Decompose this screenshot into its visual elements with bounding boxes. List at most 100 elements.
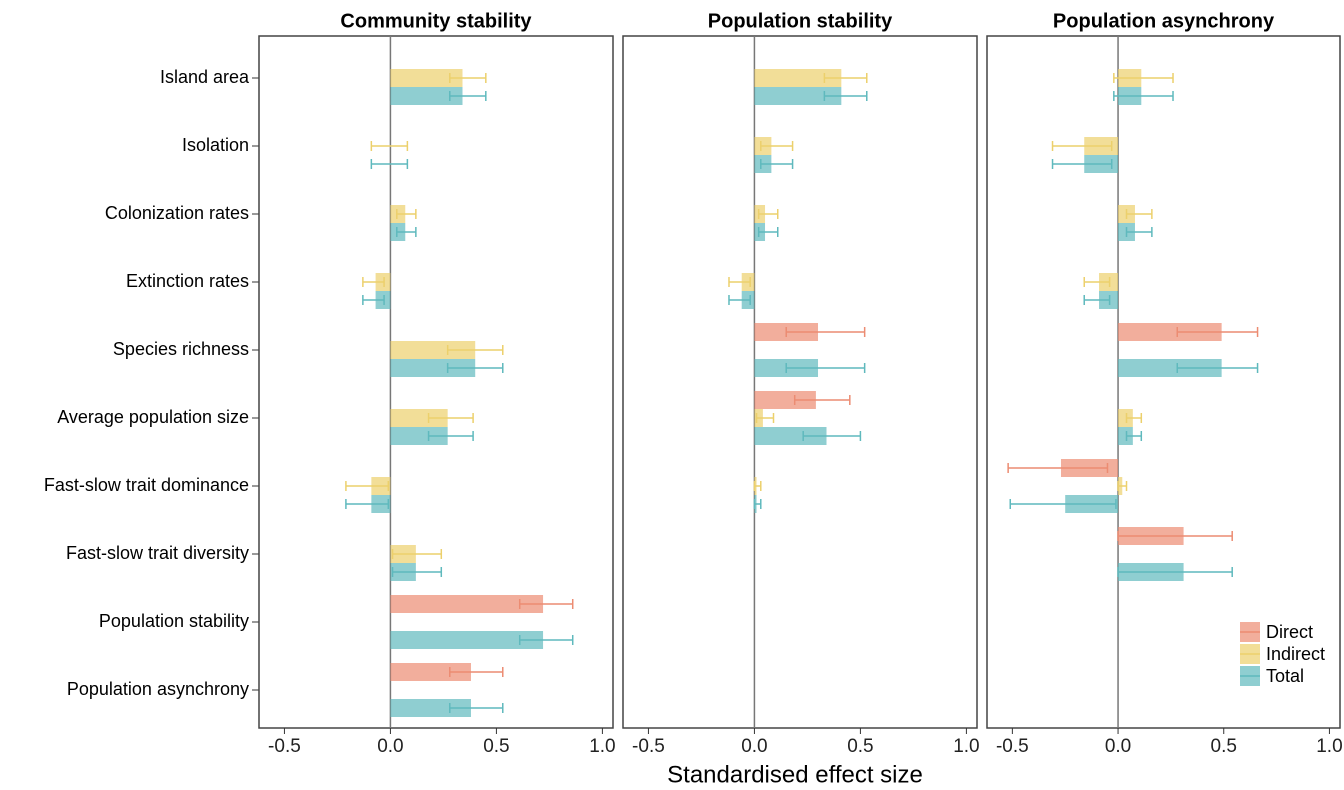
bar [390, 631, 544, 649]
error-bar [753, 481, 762, 491]
error-bar [753, 499, 762, 509]
bar [754, 427, 827, 445]
error-bar [1009, 499, 1117, 509]
category-label: Average population size [57, 407, 249, 427]
error-bar [427, 413, 474, 423]
category-label: Population stability [99, 611, 249, 631]
error-bar [446, 363, 504, 373]
panel-title: Population stability [708, 10, 893, 32]
error-bar [449, 667, 504, 677]
bar [1118, 359, 1222, 377]
bar [390, 663, 471, 681]
bar [1118, 409, 1133, 427]
bar [390, 341, 476, 359]
bar [390, 87, 463, 105]
x-tick-label: 0.5 [847, 736, 873, 757]
panel-title: Population asynchrony [1053, 10, 1275, 32]
x-tick-label: 0.0 [377, 736, 403, 757]
error-bar [449, 73, 487, 83]
error-bar [518, 635, 574, 645]
error-bar [518, 599, 574, 609]
category-label: Species richness [113, 339, 249, 359]
bar [390, 427, 448, 445]
legend-label: Direct [1266, 622, 1313, 642]
x-tick-label: 1.0 [953, 736, 979, 757]
error-bar [1051, 141, 1113, 151]
error-bar [446, 345, 504, 355]
x-tick-label: -0.5 [268, 736, 301, 757]
bar [390, 595, 544, 613]
legend-label: Total [1266, 666, 1304, 686]
panel-title: Community stability [340, 10, 532, 32]
bar [754, 391, 816, 409]
bar [390, 699, 471, 717]
error-bar [823, 91, 868, 101]
error-bar [1083, 295, 1111, 305]
error-bar [1117, 481, 1128, 491]
error-bar [449, 91, 487, 101]
bar [754, 87, 842, 105]
error-bar [396, 227, 417, 237]
error-bar [396, 209, 417, 219]
error-bar [1051, 159, 1113, 169]
bar [1118, 323, 1222, 341]
error-bar [345, 481, 390, 491]
bar [390, 409, 448, 427]
error-bar [1113, 73, 1174, 83]
legend-label: Indirect [1266, 644, 1325, 664]
error-bar [370, 159, 409, 169]
error-bar [757, 227, 779, 237]
error-bar [760, 159, 794, 169]
error-bar [391, 549, 443, 559]
error-bar [785, 327, 866, 337]
error-bar [1125, 431, 1143, 441]
category-label: Extinction rates [126, 271, 249, 291]
error-bar [1125, 209, 1153, 219]
x-tick-label: 0.0 [741, 736, 767, 757]
panel-frame [986, 35, 1341, 729]
x-axis-label: Standardised effect size [667, 761, 923, 788]
error-bar [760, 141, 794, 151]
error-bar [1176, 363, 1259, 373]
category-label: Island area [160, 67, 250, 87]
error-bar [728, 277, 751, 287]
error-bar [793, 395, 851, 405]
category-label: Isolation [182, 135, 249, 155]
bar [754, 69, 842, 87]
bar [390, 359, 476, 377]
bar [1118, 427, 1133, 445]
x-tick-label: 0.5 [1211, 736, 1237, 757]
category-label: Fast-slow trait dominance [44, 475, 249, 495]
error-bar [785, 363, 866, 373]
bar [390, 69, 463, 87]
error-bar [1125, 413, 1143, 423]
category-label: Population asynchrony [67, 679, 249, 699]
error-bar [1117, 567, 1233, 577]
x-tick-label: -0.5 [996, 736, 1029, 757]
error-bar [449, 703, 504, 713]
error-bar [1176, 327, 1259, 337]
error-bar [1113, 91, 1174, 101]
x-tick-label: -0.5 [632, 736, 665, 757]
error-bar [728, 295, 751, 305]
x-tick-label: 0.0 [1105, 736, 1131, 757]
error-bar [1125, 227, 1153, 237]
error-bar [757, 209, 779, 219]
error-bar [427, 431, 474, 441]
error-bar [802, 431, 862, 441]
error-bar [1007, 463, 1109, 473]
error-bar [362, 277, 385, 287]
panel-frame [622, 35, 978, 729]
error-bar [362, 295, 385, 305]
error-bar [345, 499, 390, 509]
error-bar [391, 567, 443, 577]
category-label: Colonization rates [105, 203, 249, 223]
error-bar [755, 413, 775, 423]
x-tick-label: 1.0 [589, 736, 615, 757]
panel-frame [258, 35, 614, 729]
error-bar [1117, 531, 1233, 541]
x-tick-label: 0.5 [483, 736, 509, 757]
category-label: Fast-slow trait diversity [66, 543, 249, 563]
error-bar [823, 73, 868, 83]
